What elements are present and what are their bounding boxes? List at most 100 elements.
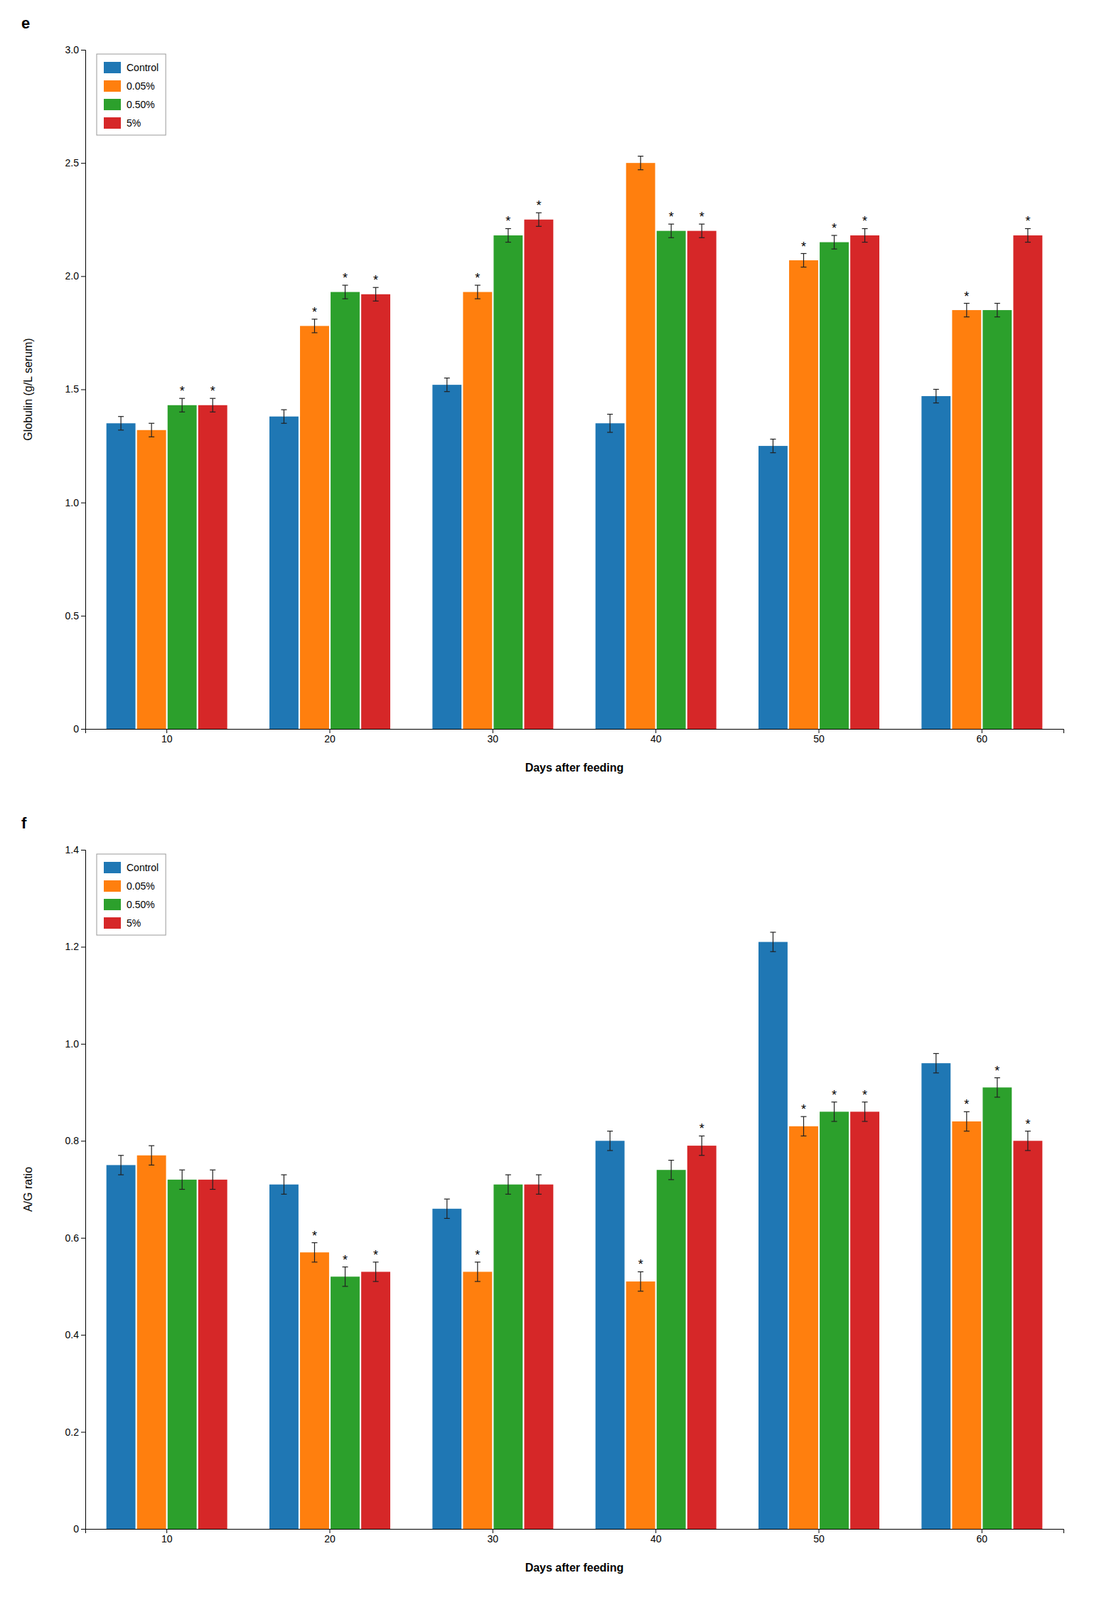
bar	[789, 260, 819, 729]
error-stem	[375, 1261, 377, 1281]
error-bar	[535, 1174, 542, 1194]
tick-label: 40	[650, 732, 662, 745]
error-stem	[344, 1266, 346, 1286]
bar	[462, 1271, 492, 1529]
error-cap	[209, 1169, 216, 1171]
bar	[523, 219, 554, 729]
bar	[330, 292, 360, 729]
error-cap	[505, 241, 512, 243]
tick-label: 10	[161, 1532, 173, 1545]
tick-label: 60	[976, 1532, 989, 1545]
error-cap	[209, 1188, 216, 1190]
tick-label: 10	[161, 732, 173, 745]
error-bar	[933, 389, 940, 404]
tick-mark	[81, 1140, 86, 1141]
tick-label: 50	[813, 1532, 825, 1545]
error-bar	[179, 1169, 185, 1189]
error-cap	[535, 1193, 542, 1195]
error-bar	[698, 1135, 705, 1155]
series	[167, 223, 1013, 729]
tick-label: 1.0	[65, 1037, 80, 1050]
error-bar	[607, 414, 613, 433]
tick-mark	[81, 1043, 86, 1045]
error-cap	[831, 1120, 838, 1122]
series	[137, 1111, 982, 1529]
error-cap	[1025, 241, 1031, 243]
error-cap	[148, 1164, 155, 1166]
tick: 0	[73, 722, 86, 735]
error-cap	[698, 1154, 705, 1156]
error-cap	[280, 1173, 287, 1175]
series	[198, 1101, 1043, 1529]
error-bar	[505, 228, 512, 242]
error-bar	[637, 1271, 644, 1291]
tick-label: 0.8	[65, 1134, 80, 1146]
error-cap	[607, 413, 613, 415]
significance-marker: *	[638, 1256, 644, 1272]
error-cap	[280, 409, 287, 411]
error-stem	[181, 398, 183, 412]
tick-label: 3.0	[65, 44, 80, 56]
error-cap	[444, 1217, 450, 1219]
bar	[361, 1271, 391, 1529]
tick: 0.6	[65, 1231, 86, 1244]
error-stem	[864, 228, 866, 242]
error-cap	[209, 411, 216, 413]
legend-swatch	[103, 98, 121, 111]
significance-marker: *	[1025, 1116, 1031, 1131]
bar	[462, 292, 492, 729]
tick: 0.2	[65, 1425, 86, 1438]
bar	[198, 405, 228, 729]
error-stem	[283, 409, 285, 423]
tick: 3.0	[65, 44, 86, 56]
error-stem	[181, 1169, 183, 1189]
tick: 20	[324, 728, 336, 745]
legend-label: Control	[126, 61, 159, 74]
bar	[330, 1276, 360, 1529]
bar	[269, 416, 299, 729]
error-bar	[444, 378, 450, 392]
bar	[982, 309, 1012, 729]
error-bar	[668, 223, 674, 238]
error-bar	[1025, 228, 1031, 242]
error-cap	[280, 1193, 287, 1195]
error-cap	[862, 1120, 868, 1122]
error-cap	[607, 1149, 613, 1151]
series	[106, 931, 952, 1529]
error-stem	[375, 287, 377, 301]
tick-mark	[81, 1334, 86, 1336]
legend-item: 0.05%	[103, 880, 155, 892]
bar	[921, 395, 951, 729]
error-bar	[963, 303, 970, 318]
error-cap	[769, 438, 776, 440]
significance-marker: *	[373, 272, 379, 288]
series	[167, 1077, 1013, 1529]
error-cap	[994, 1096, 1001, 1097]
bar	[106, 422, 136, 729]
error-stem	[151, 422, 153, 437]
error-bar	[474, 285, 481, 299]
tick-label: 30	[487, 1532, 500, 1545]
tick: 60	[976, 728, 989, 745]
error-bar	[179, 398, 185, 412]
annotations: ************	[312, 1063, 1031, 1272]
significance-marker: *	[474, 270, 480, 286]
tick-mark	[81, 849, 86, 851]
error-bar	[800, 1116, 807, 1136]
bar	[951, 1121, 981, 1529]
bar	[106, 1164, 136, 1529]
error-cap	[994, 316, 1001, 318]
bar	[137, 1155, 167, 1529]
error-bar	[862, 1101, 868, 1122]
error-cap	[933, 1052, 940, 1054]
tick: 2.0	[65, 270, 86, 282]
significance-marker: *	[668, 209, 674, 224]
tick: 30	[487, 728, 500, 745]
significance-marker: *	[801, 239, 807, 254]
error-stem	[476, 1261, 478, 1281]
error-stem	[314, 1242, 315, 1262]
panel-label: e	[21, 14, 30, 32]
significance-marker: *	[963, 1096, 969, 1112]
bar	[687, 1145, 717, 1529]
legend-item: 0.50%	[103, 898, 155, 910]
